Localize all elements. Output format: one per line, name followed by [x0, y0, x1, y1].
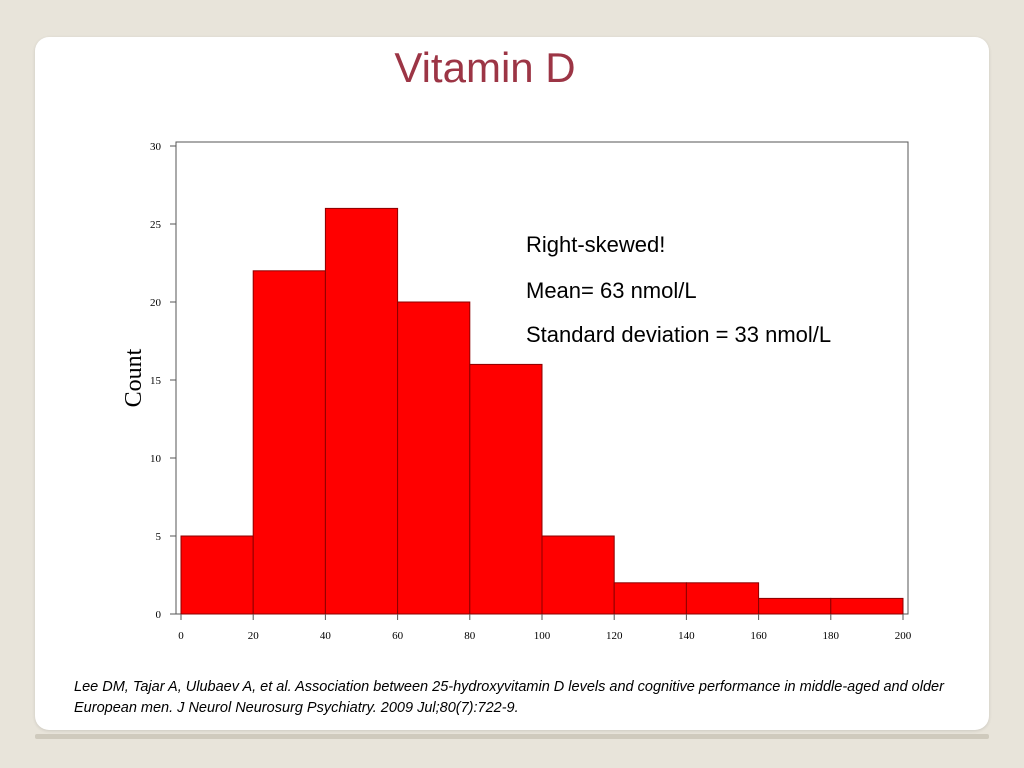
x-tick-label-80: 80 — [464, 630, 476, 642]
histogram-bar-20-40 — [252, 270, 326, 615]
histogram-bar-80-100 — [469, 363, 543, 615]
x-tick-label-60: 60 — [392, 630, 404, 642]
citation-text: Lee DM, Tajar A, Ulubaev A, et al. Assoc… — [74, 679, 944, 716]
x-tick-label-120: 120 — [606, 630, 623, 642]
slide-bottom-rule — [35, 734, 989, 739]
x-tick-label-160: 160 — [750, 630, 767, 642]
slide-title: Vitamin D — [394, 44, 576, 91]
histogram-bar-160-180 — [758, 597, 832, 615]
y-tick-label-15: 15 — [150, 375, 162, 387]
histogram-bar-140-160 — [685, 582, 760, 615]
y-tick-label-0: 0 — [156, 609, 162, 621]
histogram-bar-120-140 — [613, 582, 687, 615]
histogram-bar-40-60 — [324, 207, 399, 615]
y-tick-label-25: 25 — [150, 219, 162, 231]
histogram-bar-60-80 — [397, 301, 471, 615]
y-tick-label-30: 30 — [150, 141, 162, 153]
x-tick-label-0: 0 — [178, 630, 184, 642]
x-tick-label-40: 40 — [320, 630, 332, 642]
x-tick-label-100: 100 — [534, 630, 551, 642]
x-tick-label-200: 200 — [895, 630, 912, 642]
y-axis-label: Count — [121, 348, 147, 407]
x-tick-label-140: 140 — [678, 630, 695, 642]
x-axis: 0 20 40 60 80 100 120 140 160 180 200 — [178, 614, 912, 642]
y-axis: 0 5 10 15 20 25 30 — [150, 141, 176, 621]
annotation-mean: Mean= 63 nmol/L — [526, 278, 697, 303]
annotation-sd: Standard deviation = 33 nmol/L — [526, 322, 832, 347]
annotation-skew: Right-skewed! — [526, 232, 666, 257]
x-tick-label-20: 20 — [248, 630, 260, 642]
x-tick-label-180: 180 — [823, 630, 840, 642]
histogram-bar-0-20 — [180, 535, 254, 615]
y-tick-label-5: 5 — [156, 531, 162, 543]
y-tick-label-20: 20 — [150, 297, 162, 309]
histogram-bar-100-120 — [541, 535, 615, 615]
y-tick-label-10: 10 — [150, 453, 162, 465]
histogram-bar-180-200 — [830, 597, 904, 615]
histogram-bars — [180, 207, 904, 615]
